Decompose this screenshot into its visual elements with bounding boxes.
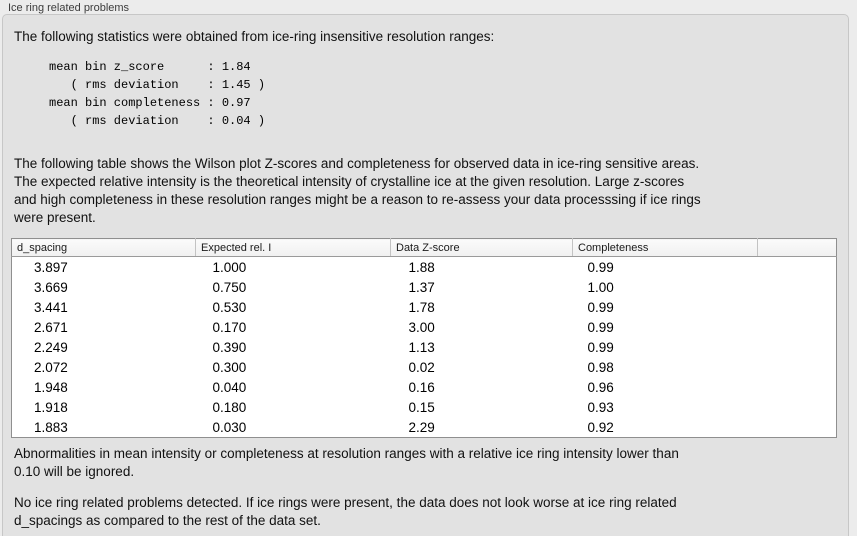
column-header-empty — [757, 238, 837, 257]
table-cell: 0.93 — [587, 399, 614, 415]
table-cell: 1.948 — [34, 379, 68, 395]
table-cell: 0.170 — [212, 319, 247, 335]
ice-ring-panel: The following statistics were obtained f… — [2, 14, 849, 536]
table-cell: 2.29 — [408, 419, 435, 435]
conclusion-text: No ice ring related problems detected. I… — [14, 495, 677, 528]
table-row[interactable]: 1.883 0.030 2.29 0.92 — [12, 417, 837, 438]
table-row[interactable]: 2.249 0.390 1.13 0.99 — [12, 337, 837, 357]
table-cell: 3.00 — [408, 319, 435, 335]
table-cell: 0.030 — [212, 419, 247, 435]
table-cell: 0.02 — [408, 359, 435, 375]
table-cell: 1.000 — [212, 259, 247, 275]
table-body: 3.897 1.000 1.88 0.99 3.669 0.750 1.37 1.00 3.44… — [12, 257, 837, 438]
table-row[interactable]: 1.948 0.040 0.16 0.96 — [12, 377, 837, 397]
table-cell: 1.918 — [34, 399, 68, 415]
table-cell: 2.671 — [34, 319, 68, 335]
table-row[interactable]: 1.918 0.180 0.15 0.93 — [12, 397, 837, 417]
table-cell: 2.249 — [34, 339, 68, 355]
table-cell — [758, 337, 837, 357]
column-header-d-spacing[interactable]: d_spacing — [11, 238, 196, 257]
table-cell: 0.530 — [212, 299, 247, 315]
table-row[interactable]: 3.897 1.000 1.88 0.99 — [12, 257, 837, 278]
table-cell — [758, 397, 837, 417]
table-row[interactable]: 2.072 0.300 0.02 0.98 — [12, 357, 837, 377]
column-header-completeness[interactable]: Completeness — [572, 238, 758, 257]
table-cell: 0.92 — [587, 419, 614, 435]
table-cell: 0.99 — [587, 319, 614, 335]
table-cell — [758, 257, 837, 278]
table-header: d_spacing Expected rel. I Data Z-score C… — [11, 238, 837, 257]
table-cell: 1.13 — [408, 339, 435, 355]
group-title: Ice ring related problems — [8, 2, 130, 14]
column-header-data-z-score[interactable]: Data Z-score — [390, 238, 573, 257]
table-cell: 1.00 — [587, 279, 614, 295]
table-cell: 1.883 — [34, 419, 68, 435]
table-cell — [758, 317, 837, 337]
table-cell: 2.072 — [34, 359, 68, 375]
table-cell: 1.88 — [408, 259, 435, 275]
table-cell — [758, 377, 837, 397]
table-row[interactable]: 3.441 0.530 1.78 0.99 — [12, 297, 837, 317]
ice-ring-table: d_spacing Expected rel. I Data Z-score C… — [11, 238, 837, 438]
table-cell: 0.99 — [587, 259, 614, 275]
table-row[interactable]: 3.669 0.750 1.37 1.00 — [12, 277, 837, 297]
table-cell: 0.040 — [212, 379, 247, 395]
table-cell: 0.16 — [408, 379, 435, 395]
ignore-note-text: Abnormalities in mean intensity or compl… — [14, 446, 679, 479]
table-cell: 3.897 — [34, 259, 68, 275]
table-cell: 0.99 — [587, 299, 614, 315]
table-cell: 3.669 — [34, 279, 68, 295]
table-cell: 0.180 — [212, 399, 247, 415]
table-cell: 3.441 — [34, 299, 68, 315]
table-cell: 0.750 — [212, 279, 247, 295]
table-cell — [758, 297, 837, 317]
table-cell: 0.99 — [587, 339, 614, 355]
table-cell: 0.96 — [587, 379, 614, 395]
table-cell: 0.300 — [212, 359, 247, 375]
table-cell: 0.15 — [408, 399, 435, 415]
intro-text: The following statistics were obtained f… — [14, 29, 495, 44]
table-description-text: The following table shows the Wilson plo… — [14, 156, 701, 225]
table-cell: 0.98 — [587, 359, 614, 375]
table-row[interactable]: 2.671 0.170 3.00 0.99 — [12, 317, 837, 337]
table-cell: 1.78 — [408, 299, 435, 315]
table-cell: 1.37 — [408, 279, 435, 295]
table-cell: 0.390 — [212, 339, 247, 355]
table-cell — [758, 277, 837, 297]
table-cell — [758, 417, 837, 438]
column-header-expected-rel-i[interactable]: Expected rel. I — [195, 238, 391, 257]
table-cell — [758, 357, 837, 377]
stats-block: mean bin z_score : 1.84 ( rms deviation … — [49, 60, 266, 128]
